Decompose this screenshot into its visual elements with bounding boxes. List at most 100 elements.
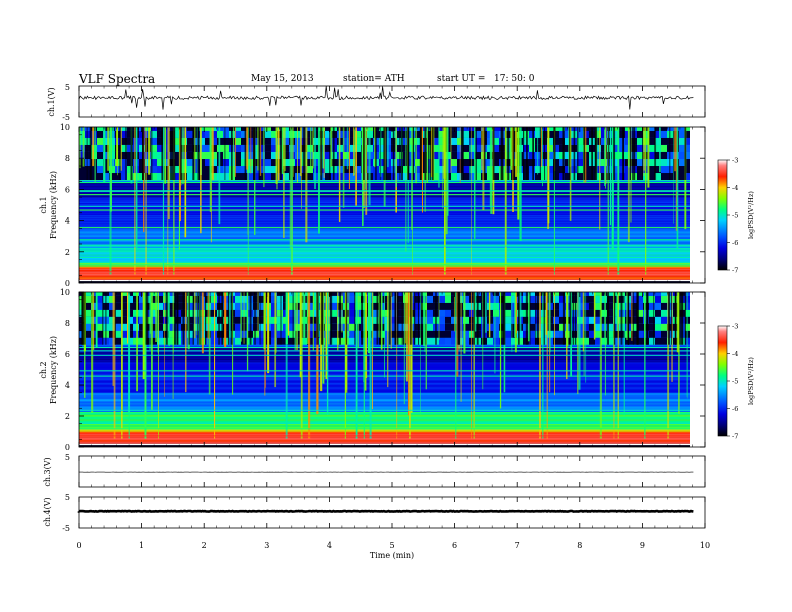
spectrogram-cell (175, 130, 181, 138)
spectrogram-cell (487, 337, 493, 345)
spectrogram-line (79, 409, 690, 411)
spectrogram-cell (553, 127, 559, 131)
spectrogram-cell (469, 127, 475, 131)
spectrogram-cell (121, 309, 127, 317)
dark-streak (457, 292, 460, 345)
spectrogram-cell (115, 173, 121, 181)
colorbar-tick-label: -6 (732, 405, 738, 413)
spectrogram-cell (559, 337, 565, 345)
spectrogram-cell (205, 144, 211, 152)
spectrogram-cell (139, 330, 145, 338)
spectrogram-cell (151, 337, 157, 345)
spectrogram-cell (475, 152, 481, 160)
sferic-streak (103, 127, 106, 183)
spectrogram-cell (559, 166, 565, 174)
sferic-streak (412, 127, 413, 276)
sferic-streak (516, 292, 518, 334)
spectrogram-cell (331, 302, 337, 310)
spectrogram-cell (661, 166, 667, 174)
spectrogram-cell (553, 302, 559, 310)
sferic-streak (410, 292, 413, 413)
spectrogram-cell (385, 166, 391, 174)
ch1-ytick-bottom: -5 (62, 113, 70, 122)
spectrogram-cell (541, 159, 547, 167)
sferic-streak (341, 292, 343, 333)
sferic-streak (369, 292, 372, 440)
spectrogram-cell (205, 173, 211, 181)
spectrogram-cell (199, 144, 205, 152)
sferic-streak (326, 292, 329, 415)
spectrogram-line (79, 435, 690, 437)
spectrogram-cell (391, 292, 397, 296)
spectrogram-cell (613, 323, 619, 331)
dark-streak (119, 127, 121, 180)
spectrogram-cell (121, 130, 127, 138)
spectrogram-cell (373, 292, 379, 296)
spectrogram-cell (589, 323, 595, 331)
spectrogram-cell (343, 166, 349, 174)
spectrogram-cell (601, 330, 607, 338)
sferic-streak (422, 127, 423, 213)
sferic-streak (214, 292, 216, 440)
sferic-streak (91, 292, 94, 413)
sferic-streak (148, 127, 151, 175)
spectrogram-band (79, 406, 690, 408)
sferic-streak (254, 127, 256, 235)
dark-streak (388, 292, 391, 345)
sferic-streak (109, 127, 112, 276)
sferic-streak (285, 292, 288, 440)
sferic-streak (569, 127, 572, 221)
spectrogram-cell (169, 292, 175, 296)
spectrogram-cell (97, 323, 103, 331)
dark-streak (462, 127, 464, 180)
spectrogram-cell (607, 292, 613, 296)
spectrogram-cell (211, 159, 217, 167)
dark-streak (669, 127, 671, 180)
sferic-streak (577, 292, 579, 394)
spectrogram-cell (451, 130, 457, 138)
sferic-streak (168, 292, 170, 347)
spectrogram-cell (679, 159, 685, 167)
dark-streak (379, 292, 382, 345)
spectrogram-cell (79, 130, 85, 138)
spectrogram-cell (187, 323, 193, 331)
spectrogram-band (79, 251, 690, 253)
dark-streak (646, 292, 649, 345)
colorbar-tick-label: -4 (732, 184, 738, 192)
spectrogram-cell (589, 330, 595, 338)
spectrogram-band (79, 414, 690, 416)
sferic-streak (265, 292, 267, 388)
spectrogram-cell (355, 159, 361, 167)
spectrogram-cell (553, 295, 559, 303)
spectrogram-cell (595, 316, 601, 324)
spectrogram-cell (97, 292, 103, 296)
spectrogram-cell (115, 323, 121, 331)
spectrogram-cell (349, 316, 355, 324)
sferic-streak (355, 292, 358, 440)
spectrogram-cell (655, 127, 661, 131)
sferic-streak (184, 127, 187, 238)
ch4-waveform-trace (77, 509, 694, 513)
spectrogram-cell (595, 130, 601, 138)
spectrogram-band (79, 408, 690, 410)
sferic-streak (380, 292, 383, 350)
dark-streak (174, 292, 177, 345)
spectrogram-cell (529, 295, 535, 303)
spectrogram-cell (529, 309, 535, 317)
spectrogram-cell (415, 173, 421, 181)
dark-streak (192, 127, 195, 180)
spectrogram-cell (679, 130, 685, 138)
spectrogram-cell (577, 130, 583, 138)
spectrogram-line (79, 354, 690, 356)
spectrogram-cell (145, 152, 151, 160)
sferic-streak (314, 127, 316, 189)
dark-streak (221, 292, 224, 345)
dark-streak (679, 292, 681, 345)
spectrogram-cell (103, 144, 109, 152)
spectrogram-band (79, 405, 690, 407)
spectrogram-cell (127, 173, 133, 181)
spectrogram-cell (427, 337, 433, 345)
spectrogram-cell (85, 159, 91, 167)
frequency-tick-label: 10 (60, 123, 70, 132)
spectrogram-cell (565, 137, 571, 145)
